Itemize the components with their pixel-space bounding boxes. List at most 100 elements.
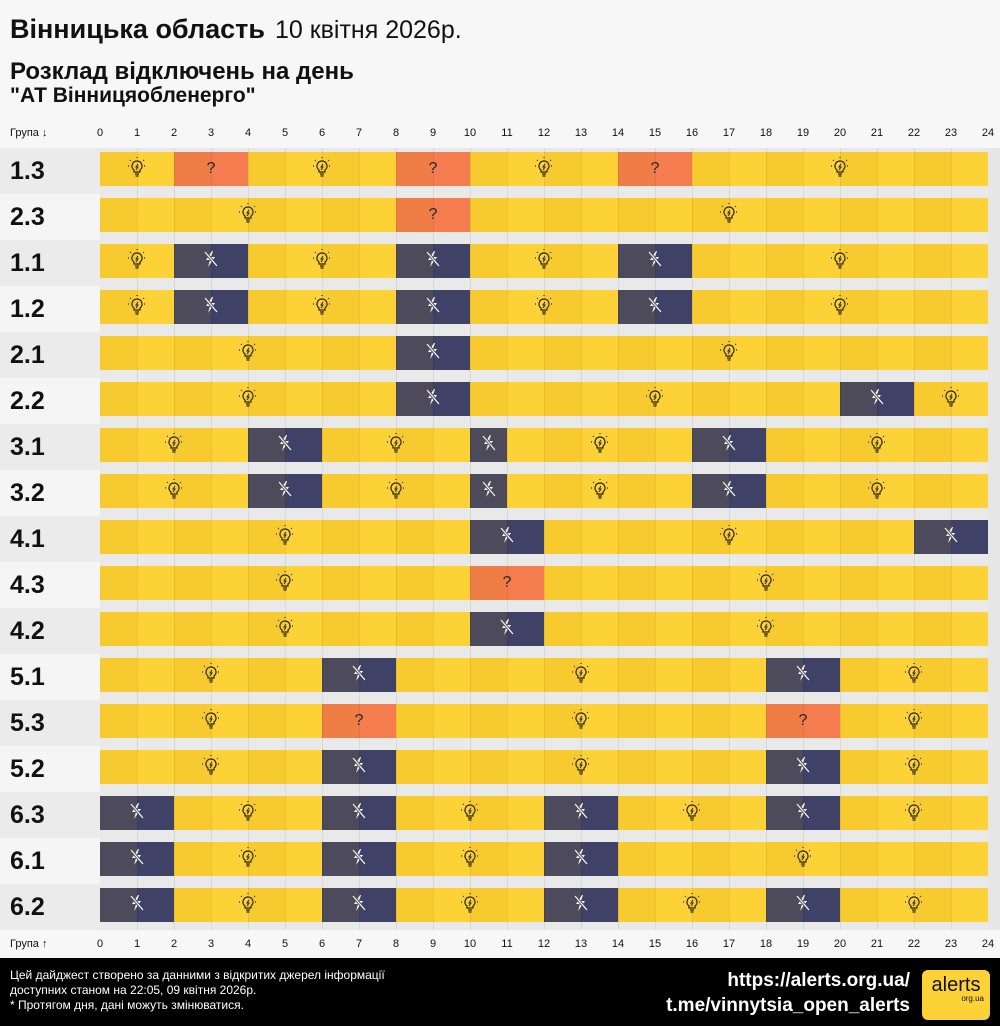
hour-gridline (692, 654, 693, 700)
lightbulb-icon (720, 524, 738, 550)
power-off-segment (100, 796, 174, 830)
hour-tick: 10 (463, 127, 477, 139)
hour-gridline (433, 516, 434, 562)
hour-tick: 5 (281, 127, 289, 139)
hour-tick: 19 (796, 938, 810, 950)
group-track: ? (100, 194, 988, 240)
hour-gridline (877, 884, 878, 930)
power-on-segment (618, 842, 988, 876)
hour-gridline (211, 838, 212, 884)
hour-gridline (803, 286, 804, 332)
hour-gridline (581, 194, 582, 240)
hour-tick: 24 (981, 127, 995, 139)
hour-tick: 13 (574, 127, 588, 139)
hour-gridline (803, 746, 804, 792)
power-off-icon (572, 893, 590, 918)
hour-gridline (322, 792, 323, 838)
hour-gridline (396, 378, 397, 424)
hour-gridline (655, 286, 656, 332)
hour-gridline (840, 286, 841, 332)
row-end (988, 286, 1000, 332)
power-off-icon (794, 893, 812, 918)
hour-gridline (433, 286, 434, 332)
hour-tick: 2 (170, 938, 178, 950)
hour-gridline (692, 286, 693, 332)
hour-gridline (285, 148, 286, 194)
hour-gridline (285, 286, 286, 332)
hour-tick: 12 (537, 938, 551, 950)
hour-gridline (359, 378, 360, 424)
hour-gridline (951, 194, 952, 240)
hour-gridline (248, 286, 249, 332)
group-track: ?? (100, 700, 988, 746)
hour-gridline (285, 470, 286, 516)
hour-gridline (174, 838, 175, 884)
power-off-icon (350, 893, 368, 918)
hour-gridline (840, 654, 841, 700)
hour-gridline (803, 240, 804, 286)
power-off-icon (128, 893, 146, 918)
group-track (100, 240, 988, 286)
hour-gridline (359, 746, 360, 792)
hour-tick: 15 (648, 938, 662, 950)
hour-gridline (359, 424, 360, 470)
lightbulb-icon (905, 754, 923, 780)
hour-gridline (692, 700, 693, 746)
power-off-segment (322, 750, 396, 784)
hour-gridline (211, 792, 212, 838)
hour-tick: 7 (355, 127, 363, 139)
hour-gridline (544, 470, 545, 516)
hour-gridline (766, 148, 767, 194)
hour-gridline (729, 608, 730, 654)
lightbulb-icon (831, 248, 849, 274)
power-on-segment (470, 244, 618, 278)
hour-gridline (396, 838, 397, 884)
hour-gridline (396, 884, 397, 930)
power-off-segment (544, 796, 618, 830)
group-row: 1.3??? (0, 148, 1000, 194)
hour-gridline (248, 562, 249, 608)
lightbulb-icon (239, 386, 257, 412)
hour-gridline (729, 470, 730, 516)
power-off-segment (396, 290, 470, 324)
hour-gridline (877, 470, 878, 516)
group-label: 6.1 (0, 838, 100, 884)
hour-gridline (211, 148, 212, 194)
hour-gridline (914, 654, 915, 700)
hour-gridline (544, 424, 545, 470)
lightbulb-icon (757, 616, 775, 642)
power-off-segment (322, 842, 396, 876)
lightbulb-icon (165, 432, 183, 458)
hour-axis-bottom: Група ↑ 0 1 2 3 4 5 6 7 8 9 10 11 12 13 14 15 16 17 18 19 20 2… (0, 935, 1000, 955)
power-off-icon (480, 433, 498, 458)
hour-tick: 8 (392, 127, 400, 139)
company-name: "АТ Вінницяобленерго" (10, 84, 256, 107)
hour-gridline (137, 516, 138, 562)
lightbulb-icon (313, 248, 331, 274)
hour-gridline (729, 700, 730, 746)
hour-gridline (655, 148, 656, 194)
hour-gridline (285, 700, 286, 746)
group-track (100, 884, 988, 930)
hour-gridline (248, 654, 249, 700)
hour-gridline (544, 194, 545, 240)
hour-gridline (544, 378, 545, 424)
question-icon: ? (798, 712, 808, 729)
lightbulb-icon (313, 156, 331, 182)
hour-gridline (877, 792, 878, 838)
hour-tick: 16 (685, 127, 699, 139)
lightbulb-icon (905, 662, 923, 688)
hour-gridline (248, 148, 249, 194)
power-off-icon (202, 295, 220, 320)
hour-gridline (840, 838, 841, 884)
hour-gridline (433, 378, 434, 424)
website-link[interactable]: https://alerts.org.ua/ (727, 970, 910, 991)
hour-gridline (322, 608, 323, 654)
hour-gridline (433, 700, 434, 746)
telegram-link[interactable]: t.me/vinnytsia_open_alerts (666, 995, 910, 1016)
lightbulb-icon (387, 478, 405, 504)
hour-gridline (618, 470, 619, 516)
hour-gridline (655, 516, 656, 562)
axis-group-label: Група ↑ (10, 938, 48, 950)
hour-gridline (581, 700, 582, 746)
